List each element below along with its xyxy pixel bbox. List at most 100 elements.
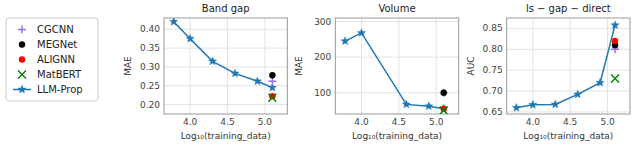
line-point	[231, 69, 239, 77]
grid-line	[164, 29, 287, 30]
grid-line	[507, 28, 630, 29]
panel-title: ls − gap − direct	[526, 3, 611, 14]
grid-line	[532, 18, 533, 114]
y-tick-label: 100	[314, 88, 331, 98]
grid-line	[164, 48, 287, 49]
line-layer	[512, 21, 619, 111]
legend-label: MEGNet	[37, 39, 77, 50]
y-tick-label: 0.40	[140, 24, 160, 34]
marker-shape	[574, 90, 582, 98]
line-layer	[170, 18, 277, 91]
grid-line	[570, 18, 571, 114]
x-tick-label: 4.0	[183, 117, 198, 127]
y-tick-label: 0.85	[483, 23, 503, 33]
line-point	[425, 102, 433, 110]
legend-label: ALIGNN	[37, 54, 75, 65]
grid-line	[227, 18, 228, 114]
x-axis-label: Log₁₀(training_data)	[523, 131, 613, 141]
panel: 0.200.250.300.350.404.04.55.0Band gapLog…	[123, 3, 287, 141]
y-tick-label: 200	[314, 52, 331, 62]
plot-frame	[507, 18, 630, 114]
panel-title: Volume	[378, 3, 415, 14]
marker-shape	[19, 56, 25, 62]
marker-shape	[18, 85, 26, 93]
grid-line	[507, 70, 630, 71]
marker-shape	[612, 38, 618, 44]
line-point	[402, 100, 410, 108]
y-axis-label: AUC	[466, 56, 476, 75]
grid-line	[190, 18, 191, 114]
marker-shape	[253, 77, 261, 85]
line-point	[253, 77, 261, 85]
legend-box	[6, 18, 98, 101]
legend-marker	[19, 56, 25, 62]
marker-shape	[19, 41, 25, 47]
legend-label: LLM-Prop	[37, 84, 83, 95]
marker-shape	[18, 26, 26, 34]
marker-shape	[441, 89, 447, 95]
legend-label: CGCNN	[37, 24, 74, 35]
line-layer	[341, 29, 448, 112]
scatter-point	[612, 38, 618, 44]
y-tick-label: 0.65	[483, 107, 503, 117]
marker-shape	[231, 69, 239, 77]
grid-line	[436, 18, 437, 114]
y-tick-label: 300	[314, 17, 331, 27]
plot-frame	[164, 18, 287, 114]
grid-line	[335, 57, 458, 58]
y-tick-label: 0.30	[140, 62, 160, 72]
series-line	[174, 22, 273, 88]
legend-marker	[18, 85, 26, 93]
y-tick-label: 0.80	[483, 44, 503, 54]
x-tick-label: 4.0	[526, 117, 541, 127]
line-point	[551, 100, 559, 108]
point-layer	[268, 72, 276, 102]
x-tick-label: 4.5	[392, 117, 406, 127]
scatter-point	[269, 72, 275, 78]
data-area	[170, 18, 277, 102]
data-area	[512, 21, 619, 111]
panel-title: Band gap	[202, 3, 250, 14]
grid-line	[507, 91, 630, 92]
figure: 0.200.250.300.350.404.04.55.0Band gapLog…	[0, 0, 640, 159]
marker-shape	[269, 72, 275, 78]
line-point	[170, 18, 178, 25]
x-tick-label: 4.0	[354, 117, 369, 127]
legend: CGCNNMEGNetALIGNNMatBERTLLM-Prop	[6, 18, 98, 101]
line-point	[596, 79, 604, 87]
marker-shape	[529, 101, 537, 109]
point-layer	[611, 38, 619, 83]
marker-shape	[596, 79, 604, 87]
plot-background	[507, 18, 630, 114]
y-tick-label: 0.70	[483, 86, 503, 96]
line-point	[574, 90, 582, 98]
x-tick-label: 5.0	[258, 117, 273, 127]
panel: 0.650.700.750.800.854.04.55.0ls − gap − …	[466, 3, 630, 141]
x-tick-label: 5.0	[600, 117, 615, 127]
marker-shape	[611, 21, 619, 29]
grid-line	[335, 21, 458, 22]
legend-marker	[19, 41, 25, 47]
legend-marker	[18, 26, 26, 34]
marker-shape	[402, 100, 410, 108]
grid-line	[164, 66, 287, 67]
marker-shape	[268, 77, 276, 85]
point-layer	[440, 89, 448, 114]
line-point	[186, 35, 194, 43]
marker-shape	[358, 29, 366, 37]
marker-shape	[170, 18, 178, 25]
plot-frame	[335, 18, 458, 114]
plot-background	[164, 18, 287, 114]
marker-shape	[18, 71, 26, 79]
marker-shape	[425, 102, 433, 110]
y-tick-label: 0.75	[483, 65, 503, 75]
grid-line	[164, 104, 287, 105]
line-point	[209, 57, 217, 65]
panel: 1002003004.04.55.0VolumeLog₁₀(training_d…	[294, 3, 458, 141]
line-point	[529, 101, 537, 109]
marker-shape	[551, 100, 559, 108]
marker-shape	[268, 94, 276, 102]
y-tick-label: 0.25	[140, 81, 160, 91]
line-point	[358, 29, 366, 37]
scatter-point	[441, 89, 447, 95]
